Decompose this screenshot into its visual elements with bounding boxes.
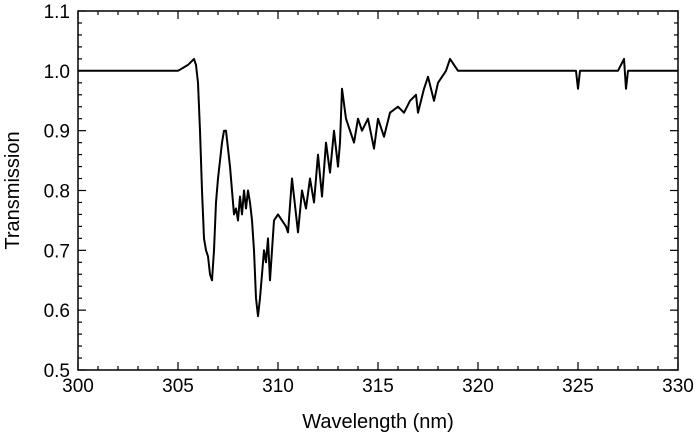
transmission-series-line <box>78 57 678 318</box>
x-tick-label: 330 <box>662 376 694 397</box>
x-tick-label: 300 <box>62 376 94 397</box>
y-axis-title: Transmission <box>2 131 24 249</box>
y-tick-label: 1.1 <box>44 2 70 23</box>
y-tick-label: 0.5 <box>44 361 70 382</box>
y-tick-label: 0.7 <box>44 241 70 262</box>
y-tick-label: 1.0 <box>44 62 70 83</box>
x-tick-label: 305 <box>162 376 194 397</box>
x-tick-label: 320 <box>462 376 494 397</box>
y-tick-label: 0.8 <box>44 182 70 203</box>
x-axis-title: Wavelength (nm) <box>302 411 454 433</box>
axis-ticks <box>77 10 679 371</box>
x-tick-label: 325 <box>562 376 594 397</box>
x-tick-label: 310 <box>262 376 294 397</box>
tick-labels: 300 305 310 315 320 325 330 0.5 0.6 0.7 0.8 0.9 1.0 1… <box>44 2 694 397</box>
y-tick-label: 0.9 <box>44 122 70 143</box>
plot-frame <box>77 10 679 371</box>
x-tick-label: 315 <box>362 376 394 397</box>
y-tick-label: 0.6 <box>44 301 70 322</box>
